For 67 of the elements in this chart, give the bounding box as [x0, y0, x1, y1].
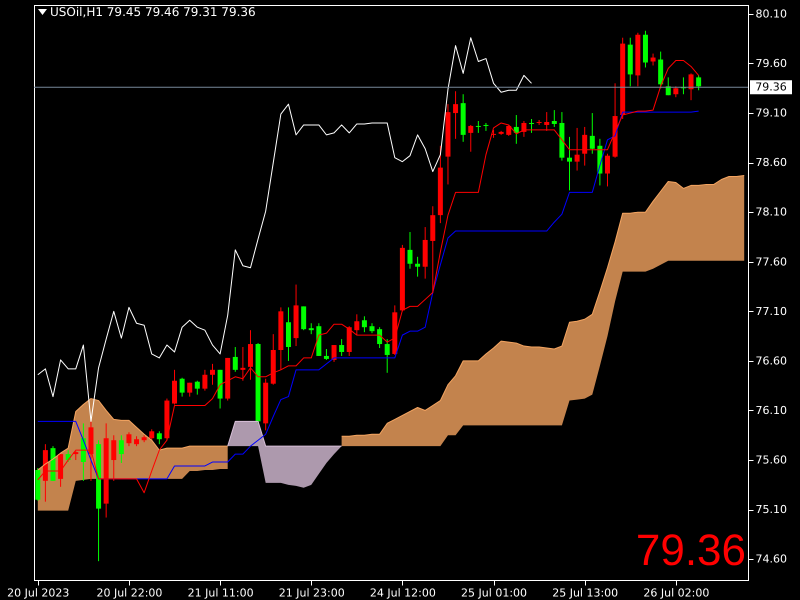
y-tick-label: 77.10	[756, 304, 787, 318]
candlestick	[156, 430, 162, 445]
y-tick-label: 77.60	[756, 255, 787, 268]
candlestick	[529, 118, 534, 134]
x-tick-label: 21 Jul 23:00	[278, 586, 345, 600]
candlestick	[673, 86, 678, 98]
candlestick	[332, 344, 337, 362]
candlestick	[370, 322, 375, 334]
candlestick	[514, 114, 519, 144]
x-tick-label: 24 Jul 12:00	[370, 586, 436, 600]
candlestick	[194, 380, 200, 396]
candlestick	[384, 338, 390, 374]
y-tick-label: 80.10	[756, 7, 787, 20]
candlestick	[308, 322, 314, 335]
candlestick	[468, 124, 474, 152]
candlestick	[362, 316, 367, 333]
ref-line-label: 79.36	[755, 80, 787, 94]
x-tick-label: 21 Jul 11:00	[188, 586, 254, 600]
candlestick	[582, 126, 588, 166]
x-tick-label: 25 Jul 01:00	[461, 586, 528, 600]
y-tick-label: 78.10	[756, 206, 787, 219]
candlestick	[544, 112, 550, 132]
candlestick	[301, 306, 306, 331]
candlestick	[118, 434, 124, 464]
candlestick	[248, 330, 253, 380]
y-tick-label: 76.60	[756, 354, 787, 368]
y-tick-label: 75.60	[756, 454, 787, 467]
candlestick	[476, 120, 481, 134]
candlestick	[506, 124, 512, 136]
candlestick	[688, 72, 694, 101]
line-series	[37, 37, 532, 422]
y-tick-label: 79.10	[756, 106, 787, 120]
candlestick	[696, 74, 702, 91]
candlestick	[650, 53, 656, 66]
candlestick	[567, 136, 572, 191]
candlestick	[354, 314, 360, 336]
candlestick	[377, 326, 382, 349]
y-tick-label: 78.60	[756, 156, 787, 170]
x-tick-label: 20 Jul 22:00	[96, 586, 162, 600]
x-tick-label: 20 Jul 2023	[7, 586, 70, 600]
x-tick-label: 26 Jul 02:00	[643, 586, 710, 600]
y-tick-label: 79.60	[756, 56, 787, 70]
candlestick	[187, 382, 192, 398]
candlestick	[574, 127, 580, 172]
chart-title: USOil,H1 79.45 79.46 79.31 79.36	[50, 5, 256, 19]
y-tick-label: 74.60	[756, 552, 787, 566]
candlestick	[232, 346, 238, 372]
candlestick	[604, 153, 610, 187]
candlestick	[134, 436, 140, 447]
y-tick-label: 75.10	[756, 503, 787, 516]
x-tick-label: 25 Jul 13:00	[552, 586, 618, 600]
candlestick	[552, 110, 557, 128]
candlestick	[453, 90, 458, 140]
y-tick-label: 76.10	[756, 404, 787, 417]
candlestick	[172, 369, 178, 406]
candlestick	[407, 232, 412, 270]
candlestick	[590, 112, 595, 154]
candlestick	[324, 348, 329, 360]
candlestick	[111, 434, 116, 482]
candlestick	[149, 428, 154, 441]
candlestick	[180, 377, 185, 398]
candlestick	[339, 338, 344, 356]
candlestick	[202, 369, 208, 392]
candlestick	[210, 363, 215, 386]
candlestick	[126, 432, 132, 447]
annotation: 79.36	[636, 526, 746, 575]
candlestick	[240, 346, 246, 382]
